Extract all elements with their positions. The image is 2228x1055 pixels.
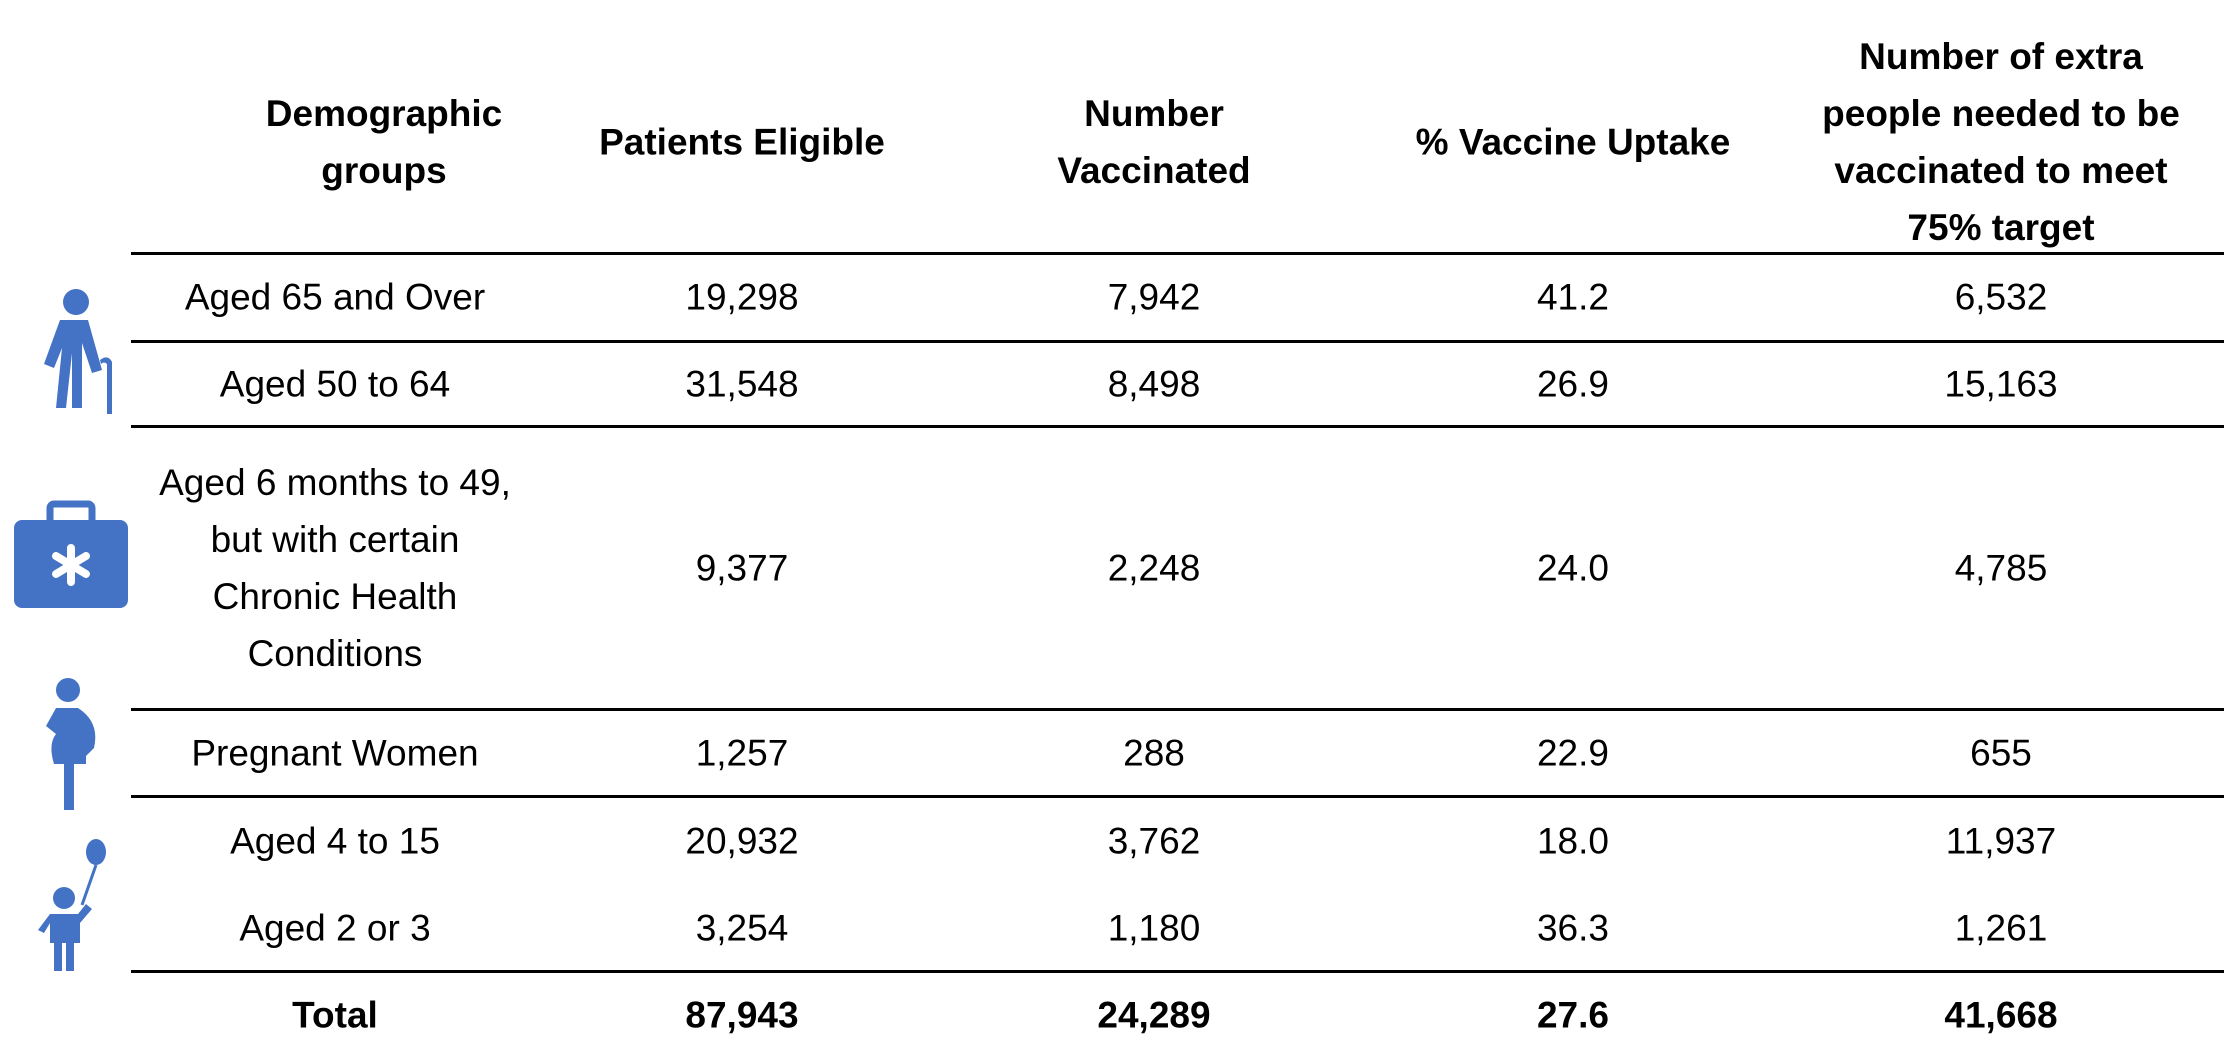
total-rule <box>131 970 2224 973</box>
total-value: 24,289 <box>1097 994 1211 1036</box>
row-value: 15,163 <box>1944 363 2058 405</box>
header-rule <box>131 252 2224 255</box>
total-value: 41,668 <box>1944 994 2058 1036</box>
row-value: 8,498 <box>1107 363 1201 405</box>
medkit-icon <box>14 500 128 608</box>
row-value: 22.9 <box>1536 732 1609 774</box>
row-value: 11,937 <box>1945 820 2057 862</box>
row-value: 31,548 <box>685 363 799 405</box>
row-value: 7,942 <box>1107 276 1201 318</box>
row-value: 24.0 <box>1536 547 1609 589</box>
row-value: 6,532 <box>1954 276 2048 318</box>
header-cell: % Vaccine Uptake <box>1415 121 1731 163</box>
total-label: Total <box>292 994 378 1036</box>
row-value: 288 <box>1123 732 1185 774</box>
row-value: 36.3 <box>1536 907 1609 949</box>
row-label: Aged 4 to 15 <box>230 820 440 862</box>
icons <box>14 289 128 971</box>
row-value: 655 <box>1970 732 2032 774</box>
header-cell: Number Vaccinated <box>1057 93 1251 191</box>
child-icon <box>38 839 106 971</box>
header-cell: Patients Eligible <box>599 121 885 163</box>
row-value: 3,254 <box>695 907 789 949</box>
row-label: Aged 65 and Over <box>184 276 486 318</box>
row-label: Aged 50 to 64 <box>219 363 451 405</box>
row-rule <box>131 340 2224 343</box>
row-value: 1,261 <box>1954 907 2048 949</box>
header-cell: Demographic groups <box>265 93 503 191</box>
row-label: Pregnant Women <box>191 732 479 774</box>
elderly-icon <box>44 289 112 414</box>
row-value: 19,298 <box>685 276 799 318</box>
row-value: 20,932 <box>685 820 799 862</box>
row-value: 2,248 <box>1107 547 1201 589</box>
row-value: 1,257 <box>695 732 789 774</box>
row-value: 18.0 <box>1536 820 1609 862</box>
row-value: 9,377 <box>695 547 789 589</box>
row-value: 3,762 <box>1107 820 1201 862</box>
row-label: Aged 6 months to 49, but with certain Ch… <box>159 462 511 674</box>
total-value: 27.6 <box>1536 994 1609 1036</box>
header-cell: Number of extra people needed to be vacc… <box>1822 36 2180 248</box>
row-value: 26.9 <box>1536 363 1609 405</box>
row-label: Aged 2 or 3 <box>239 907 431 949</box>
row-rule <box>131 795 2224 798</box>
total-value: 87,943 <box>685 994 799 1036</box>
pregnant-icon <box>46 678 96 810</box>
row-rule <box>131 425 2224 428</box>
row-value: 4,785 <box>1954 547 2048 589</box>
row-value: 1,180 <box>1107 907 1201 949</box>
row-value: 41.2 <box>1536 276 1609 318</box>
row-rule <box>131 708 2224 711</box>
